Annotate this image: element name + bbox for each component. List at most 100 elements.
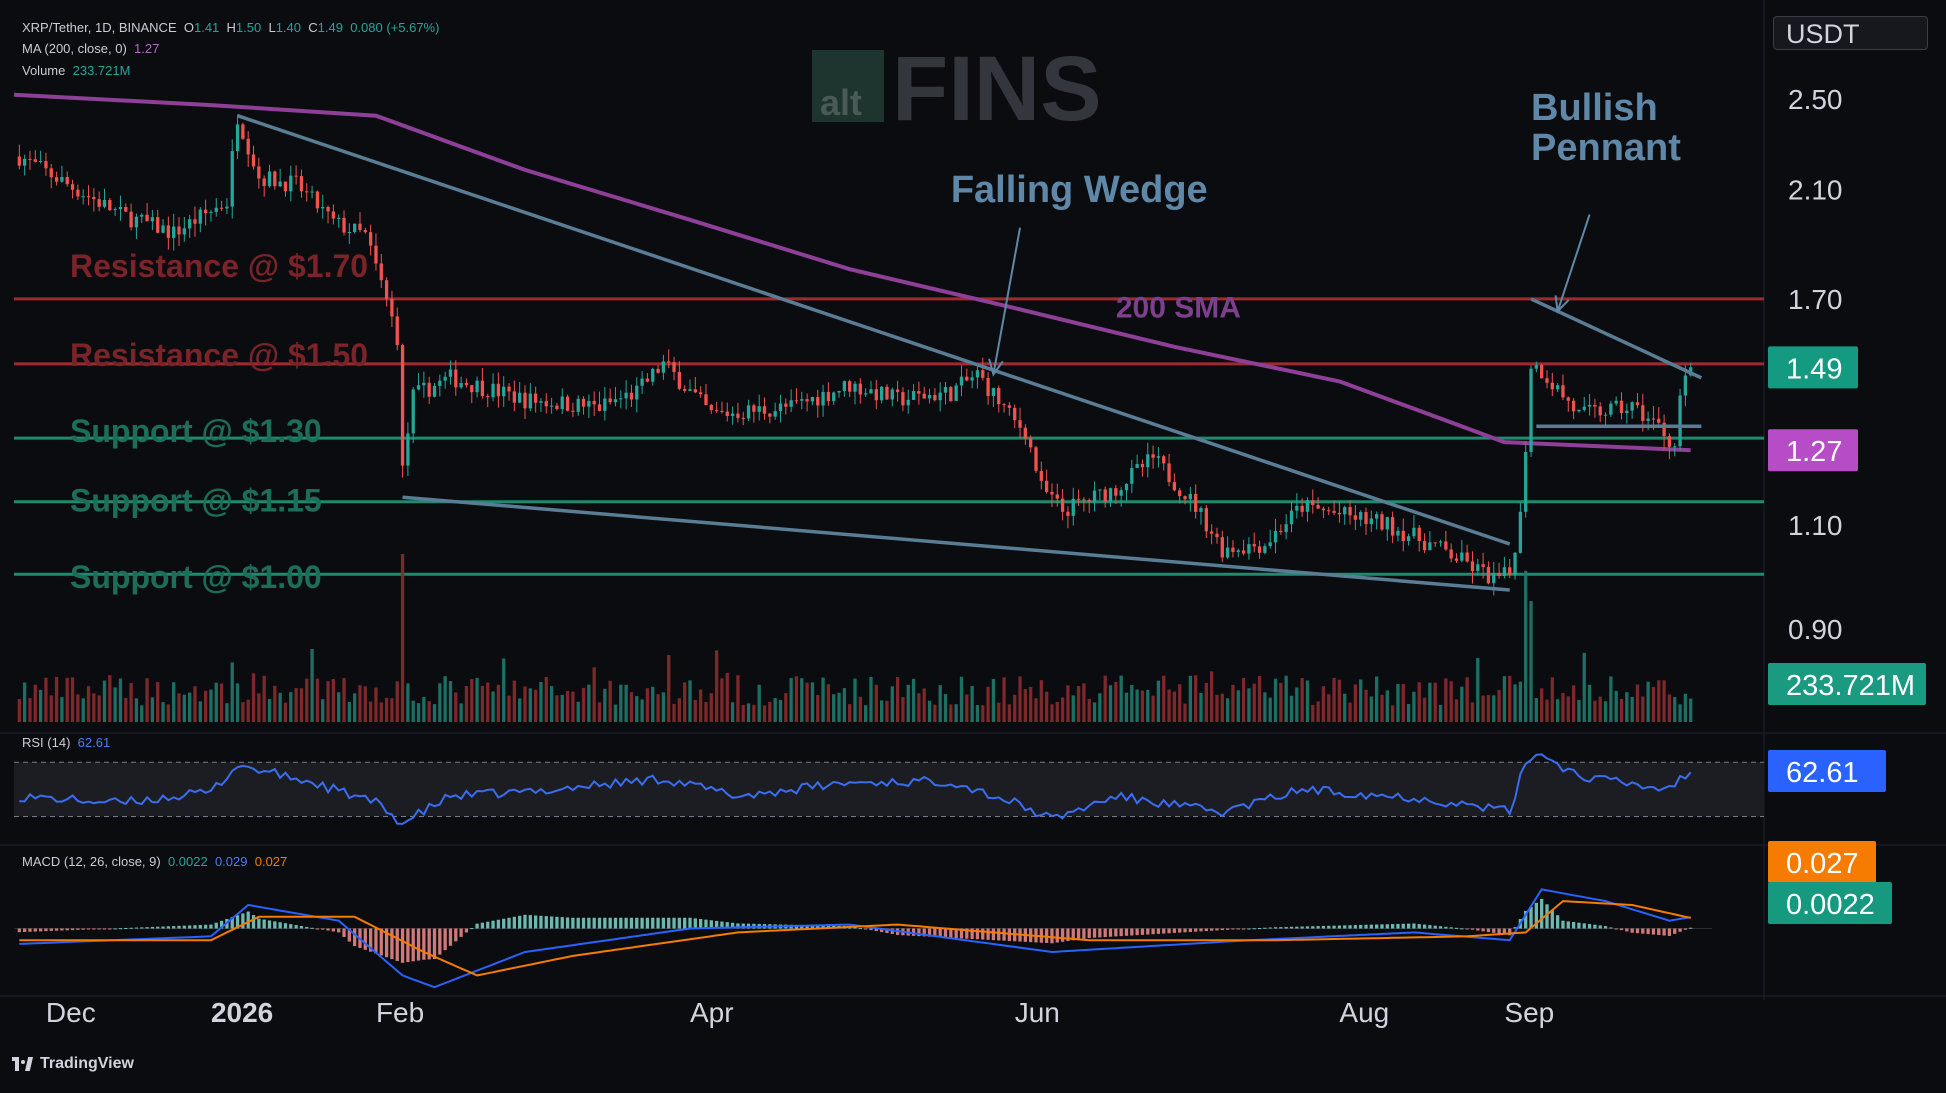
volume-bar	[145, 678, 149, 722]
macd-hist-bar	[1114, 928, 1118, 937]
macd-hist-bar	[353, 928, 357, 947]
candle-body	[885, 386, 889, 400]
legend-close-label: C	[308, 20, 318, 35]
macd-hist-bar	[1534, 902, 1538, 929]
candle-body	[1428, 542, 1432, 551]
volume-bar	[826, 684, 831, 722]
macd-hist-bar	[17, 928, 21, 933]
candle-body	[395, 316, 399, 346]
volume-bar	[911, 678, 916, 722]
volume-bar	[315, 678, 320, 722]
macd-hist-bar	[1678, 928, 1682, 932]
candle-body	[1337, 512, 1342, 515]
candle-body	[1497, 573, 1501, 576]
volume-bar	[267, 699, 272, 722]
macd-hist-bar	[1076, 928, 1081, 940]
legend-ma-value: 1.27	[134, 41, 160, 56]
macd-hist-bar	[1646, 928, 1650, 935]
macd-hist-bar	[1178, 928, 1182, 933]
volume-bar	[975, 705, 980, 722]
macd-hist-badge-text: 0.0022	[1786, 889, 1875, 921]
macd-hist-bar	[124, 927, 128, 929]
macd-hist-bar	[1561, 920, 1565, 929]
candle-body	[150, 217, 155, 222]
macd-hist-bar	[1172, 928, 1177, 933]
level-label-3: Support @ $1.15	[70, 483, 322, 519]
macd-hist-bar	[1369, 924, 1373, 929]
macd-hist-bar	[741, 923, 745, 929]
candle-body	[533, 393, 538, 403]
candle-body	[145, 214, 149, 222]
volume-bar	[1151, 695, 1155, 722]
macd-hist-bar	[1257, 927, 1262, 929]
volume-bar	[1103, 675, 1107, 722]
macd-hist-bar	[1449, 927, 1453, 929]
volume-bar	[624, 684, 628, 722]
macd-hist-bar	[1566, 921, 1570, 929]
candle-body	[965, 376, 969, 381]
candle-body	[235, 124, 240, 152]
macd-hist-bar	[1183, 928, 1187, 933]
candle-body	[464, 382, 469, 386]
macd-hist-bar	[1236, 928, 1240, 930]
volume-bar	[1603, 701, 1608, 722]
macd-hist-bar	[1305, 926, 1310, 929]
volume-bar	[853, 678, 857, 722]
volume-badge-bg	[1768, 663, 1926, 705]
macd-hist-bar	[1662, 928, 1666, 936]
level-label-2: Support @ $1.30	[70, 413, 322, 449]
candle-body	[1385, 517, 1389, 530]
macd-hist-bar	[188, 925, 192, 929]
macd-hist-bar	[92, 928, 96, 930]
macd-hist-bar	[1343, 925, 1347, 929]
candle-body	[113, 209, 117, 211]
macd-hist-bar	[597, 917, 602, 929]
volume-bar	[597, 702, 602, 722]
volume-bar	[1497, 689, 1501, 722]
volume-bar	[28, 698, 32, 722]
candle-body	[454, 369, 458, 388]
volume-bar	[1156, 680, 1161, 722]
currency-selector[interactable]: USDT	[1773, 16, 1928, 50]
candle-body	[38, 161, 43, 163]
last-price-badge-text: 1.49	[1786, 353, 1842, 385]
volume-bar	[326, 681, 330, 722]
volume-bar	[496, 684, 501, 722]
candle-body	[1055, 494, 1059, 499]
macd-hist-bar	[459, 928, 463, 937]
candle-body	[661, 361, 666, 373]
macd-hist-bar	[816, 925, 820, 929]
volume-bar	[1247, 688, 1251, 722]
candle-body	[1178, 490, 1182, 497]
volume-bar	[1204, 682, 1208, 722]
candle-body	[1359, 512, 1363, 520]
legend-high-value: 1.50	[235, 20, 262, 35]
candle-body	[709, 405, 713, 411]
volume-bar	[60, 697, 64, 722]
volume-bar	[124, 697, 128, 722]
candle-body	[523, 392, 527, 409]
candle-body	[949, 386, 953, 401]
volume-bar	[714, 650, 719, 722]
candle-body	[1263, 546, 1267, 553]
last-price-badge-bg	[1768, 346, 1858, 389]
macd-hist-bar	[672, 917, 676, 929]
time-tick-3: Apr	[690, 997, 734, 1028]
volume-bar	[241, 702, 245, 722]
legend-symbol: XRP/Tether, 1D, BINANCE	[22, 20, 177, 35]
macd-hist-bar	[182, 925, 186, 929]
volume-bar	[1172, 691, 1177, 722]
macd-hist-bar	[1406, 923, 1411, 929]
candle-body	[720, 410, 724, 412]
volume-bar	[959, 676, 964, 722]
macd-hist-bar	[1124, 928, 1129, 936]
candle-body	[1295, 505, 1299, 511]
volume-bar	[1465, 677, 1469, 722]
candle-body	[922, 393, 926, 399]
volume-bar	[1124, 692, 1129, 722]
candle-body	[1257, 546, 1262, 553]
rsi-badge-bg	[1768, 750, 1886, 792]
candle-body	[1545, 378, 1549, 383]
macd-hist-bar	[730, 922, 735, 929]
